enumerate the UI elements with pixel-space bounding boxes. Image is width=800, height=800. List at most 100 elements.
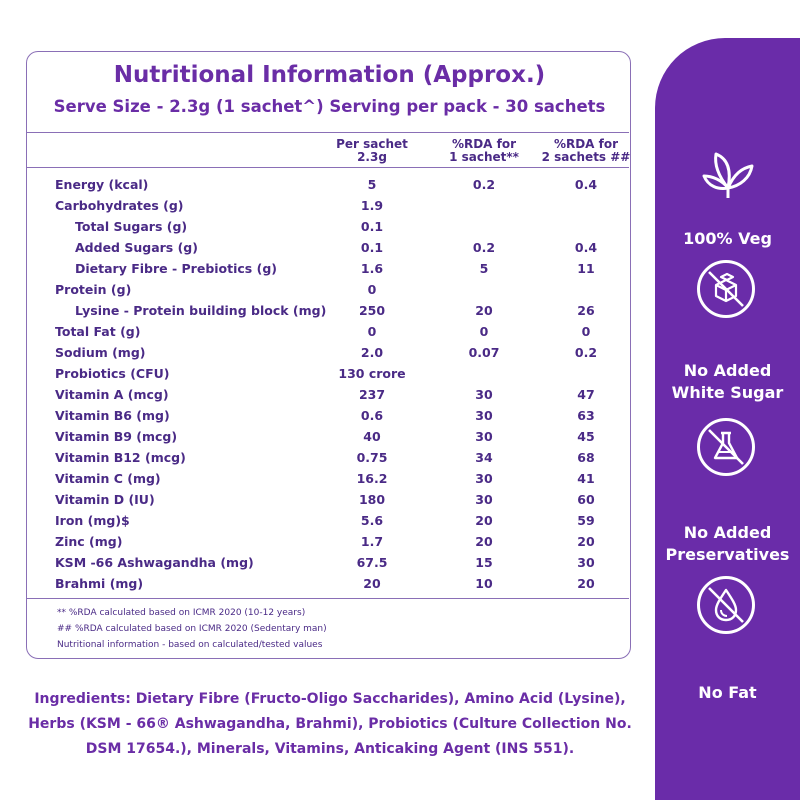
value-per-sachet: 5.6 — [360, 513, 384, 528]
value-per-sachet: 130 crore — [338, 366, 406, 381]
rda-2-sachets: 30 — [577, 555, 595, 570]
value-per-sachet: 0.1 — [360, 240, 384, 255]
rda-1-sachet: 30 — [475, 429, 493, 444]
column-header-rda-1-sachet: %RDA for 1 sachet** — [449, 137, 519, 164]
rda-1-sachet: 34 — [475, 450, 493, 465]
nutrient-name: Vitamin C (mg) — [55, 471, 161, 486]
table-row: Brahmi (mg) 20 10 20 — [27, 573, 629, 594]
rda-1-sachet: 0 — [479, 324, 489, 339]
header-divider-top — [27, 132, 629, 133]
nutrient-name: Vitamin A (mcg) — [55, 387, 169, 402]
value-per-sachet: 0.75 — [356, 450, 388, 465]
table-row: Vitamin B6 (mg) 0.6 30 63 — [27, 405, 629, 426]
rda-2-sachets: 0.2 — [574, 345, 598, 360]
table-row: Protein (g) 0 — [27, 279, 629, 300]
footnote: Nutritional information - based on calcu… — [57, 640, 323, 650]
footnote: ** %RDA calculated based on ICMR 2020 (1… — [57, 608, 306, 618]
nutrient-name: Vitamin B9 (mcg) — [55, 429, 178, 444]
table-row: Lysine - Protein building block (mg) 250 2… — [27, 300, 629, 321]
rda-2-sachets: 20 — [577, 534, 595, 549]
panel-subtitle: Serve Size - 2.3g (1 sachet^) Serving pe… — [53, 97, 606, 116]
nutrient-name: Carbohydrates (g) — [55, 198, 184, 213]
nutrient-name: Vitamin D (IU) — [55, 492, 155, 507]
value-per-sachet: 180 — [358, 492, 386, 507]
no-flask-icon — [697, 418, 755, 476]
nutrient-name: Total Sugars (g) — [75, 219, 188, 234]
rda-2-sachets: 41 — [577, 471, 595, 486]
table-row: Probiotics (CFU) 130 crore — [27, 363, 629, 384]
nutrient-name: Vitamin B6 (mg) — [55, 408, 170, 423]
rda-1-sachet: 10 — [475, 576, 493, 591]
rda-1-sachet: 20 — [475, 513, 493, 528]
table-row: Energy (kcal) 5 0.2 0.4 — [27, 174, 629, 195]
rda-1-sachet: 5 — [479, 261, 489, 276]
badge-label: No Fat — [698, 683, 757, 702]
value-per-sachet: 0 — [367, 324, 377, 339]
nutrient-name: Energy (kcal) — [55, 177, 149, 192]
rda-2-sachets: 60 — [577, 492, 595, 507]
value-per-sachet: 1.6 — [360, 261, 384, 276]
badge-label: No Added — [683, 523, 772, 542]
footnotes: ** %RDA calculated based on ICMR 2020 (1… — [57, 605, 327, 653]
value-per-sachet: 16.2 — [356, 471, 388, 486]
nutrient-name: Lysine - Protein building block (mg) — [75, 303, 327, 318]
table-row: Vitamin B9 (mcg) 40 30 45 — [27, 426, 629, 447]
table-row: Vitamin C (mg) 16.2 30 41 — [27, 468, 629, 489]
table-row: Added Sugars (g) 0.1 0.2 0.4 — [27, 237, 629, 258]
rda-1-sachet: 30 — [475, 471, 493, 486]
value-per-sachet: 250 — [358, 303, 386, 318]
nutrient-name: Iron (mg)$ — [55, 513, 130, 528]
value-per-sachet: 2.0 — [360, 345, 384, 360]
table-row: Vitamin B12 (mcg) 0.75 34 68 — [27, 447, 629, 468]
value-per-sachet: 40 — [363, 429, 381, 444]
value-per-sachet: 1.7 — [360, 534, 384, 549]
nutrient-name: Sodium (mg) — [55, 345, 146, 360]
no-sugar-cubes-icon — [697, 260, 755, 318]
nutrient-name: Vitamin B12 (mcg) — [55, 450, 186, 465]
value-per-sachet: 237 — [358, 387, 386, 402]
leaf-icon — [702, 152, 754, 198]
rda-2-sachets: 11 — [577, 261, 595, 276]
rda-1-sachet: 30 — [475, 492, 493, 507]
nutrient-name: Zinc (mg) — [55, 534, 123, 549]
nutrient-name: Protein (g) — [55, 282, 132, 297]
value-per-sachet: 67.5 — [356, 555, 388, 570]
nutrient-name: Added Sugars (g) — [75, 240, 198, 255]
notes-divider — [27, 598, 629, 599]
header-divider-bottom — [27, 167, 629, 168]
rda-2-sachets: 0.4 — [574, 240, 598, 255]
rda-1-sachet: 15 — [475, 555, 493, 570]
footnote: ## %RDA calculated based on ICMR 2020 (S… — [57, 624, 327, 634]
table-row: Carbohydrates (g) 1.9 — [27, 195, 629, 216]
rda-1-sachet: 0.2 — [472, 240, 496, 255]
ingredients-text: Ingredients: Dietary Fibre (Fructo-Oligo… — [28, 691, 632, 757]
rda-1-sachet: 30 — [475, 408, 493, 423]
table-row: Vitamin D (IU) 180 30 60 — [27, 489, 629, 510]
column-header-per-sachet: Per sachet 2.3g — [336, 137, 408, 164]
value-per-sachet: 0.1 — [360, 219, 384, 234]
rda-2-sachets: 20 — [577, 576, 595, 591]
table-row: Total Sugars (g) 0.1 — [27, 216, 629, 237]
value-per-sachet: 5 — [367, 177, 377, 192]
table-row: Dietary Fibre - Prebiotics (g) 1.6 5 11 — [27, 258, 629, 279]
table-row: Total Fat (g) 0 0 0 — [27, 321, 629, 342]
table-row: KSM -66 Ashwagandha (mg) 67.5 15 30 — [27, 552, 629, 573]
value-per-sachet: 20 — [363, 576, 381, 591]
nutrient-name: Probiotics (CFU) — [55, 366, 170, 381]
nutrient-name: Total Fat (g) — [55, 324, 141, 339]
no-fat-drop-icon — [697, 576, 755, 634]
rda-1-sachet: 30 — [475, 387, 493, 402]
nutrient-name: Brahmi (mg) — [55, 576, 144, 591]
rda-1-sachet: 0.2 — [472, 177, 496, 192]
rda-2-sachets: 45 — [577, 429, 595, 444]
value-per-sachet: 0.6 — [360, 408, 384, 423]
value-per-sachet: 0 — [367, 282, 377, 297]
badge-sidebar: 100% Veg No Added White Sugar No Added P… — [655, 38, 800, 800]
rda-1-sachet: 20 — [475, 534, 493, 549]
badge-label: No Added — [683, 361, 772, 380]
column-header-rda-2-sachets: %RDA for 2 sachets ## — [541, 137, 631, 164]
rda-2-sachets: 63 — [577, 408, 595, 423]
panel-title: Nutritional Information (Approx.) — [113, 62, 546, 88]
badge-label: White Sugar — [671, 383, 784, 402]
badge-label: Preservatives — [665, 545, 790, 564]
